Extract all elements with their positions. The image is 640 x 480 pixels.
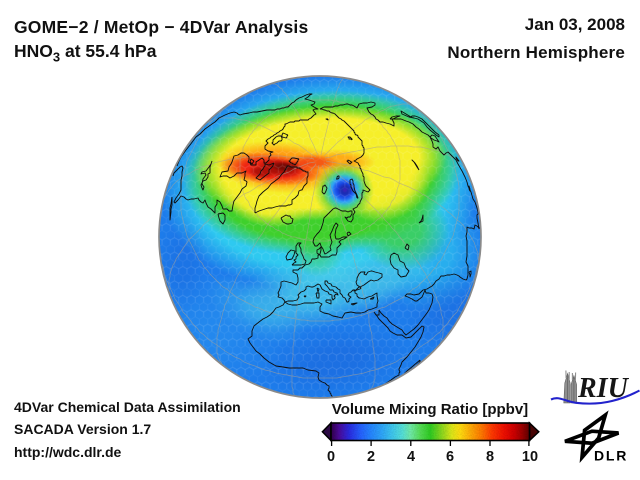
- colorbar-arrow-right: [528, 421, 540, 443]
- colorbar-tick-label: 4: [406, 449, 416, 465]
- footer-line-assimilation: 4DVar Chemical Data Assimilation: [14, 399, 241, 415]
- globe-rim: [158, 75, 482, 399]
- colorbar-title: Volume Mixing Ratio [ppbv]: [331, 401, 529, 418]
- coastlines: [169, 93, 481, 398]
- colorbar-tick-label: 6: [445, 449, 455, 465]
- hemisphere-label: Northern Hemisphere: [447, 43, 625, 62]
- colorbar-tick-label: 0: [326, 449, 336, 465]
- hex-grid-texture: [159, 76, 481, 398]
- riu-logo: RIU: [550, 370, 640, 405]
- riu-wave-icon: [550, 389, 640, 405]
- footer-line-url: http://wdc.dlr.de: [14, 444, 122, 460]
- graticule: [159, 76, 481, 397]
- cathedral-icon: [563, 370, 577, 404]
- colorbar-arrow-left: [321, 421, 332, 443]
- colorbar-tick-label: 2: [366, 449, 376, 465]
- dlr-logo-text: DLR: [594, 448, 628, 464]
- colorbar-tick-label: 8: [485, 449, 495, 465]
- date-label: Jan 03, 2008: [524, 15, 625, 34]
- plot-title: GOME−2 / MetOp − 4DVar Analysis: [14, 17, 309, 37]
- footer-line-version: SACADA Version 1.7: [14, 421, 152, 437]
- species-level-label: HNO3 at 55.4 hPa: [14, 41, 157, 65]
- dlr-logo: DLR: [564, 410, 628, 464]
- colorbar-tick-marks: [330, 440, 530, 446]
- colorbar-tick-label: 10: [521, 449, 539, 465]
- globe-field: [159, 76, 481, 398]
- dlr-star-icon: [564, 410, 620, 464]
- riu-logo-text: RIU: [577, 373, 630, 404]
- colorbar: [321, 421, 540, 446]
